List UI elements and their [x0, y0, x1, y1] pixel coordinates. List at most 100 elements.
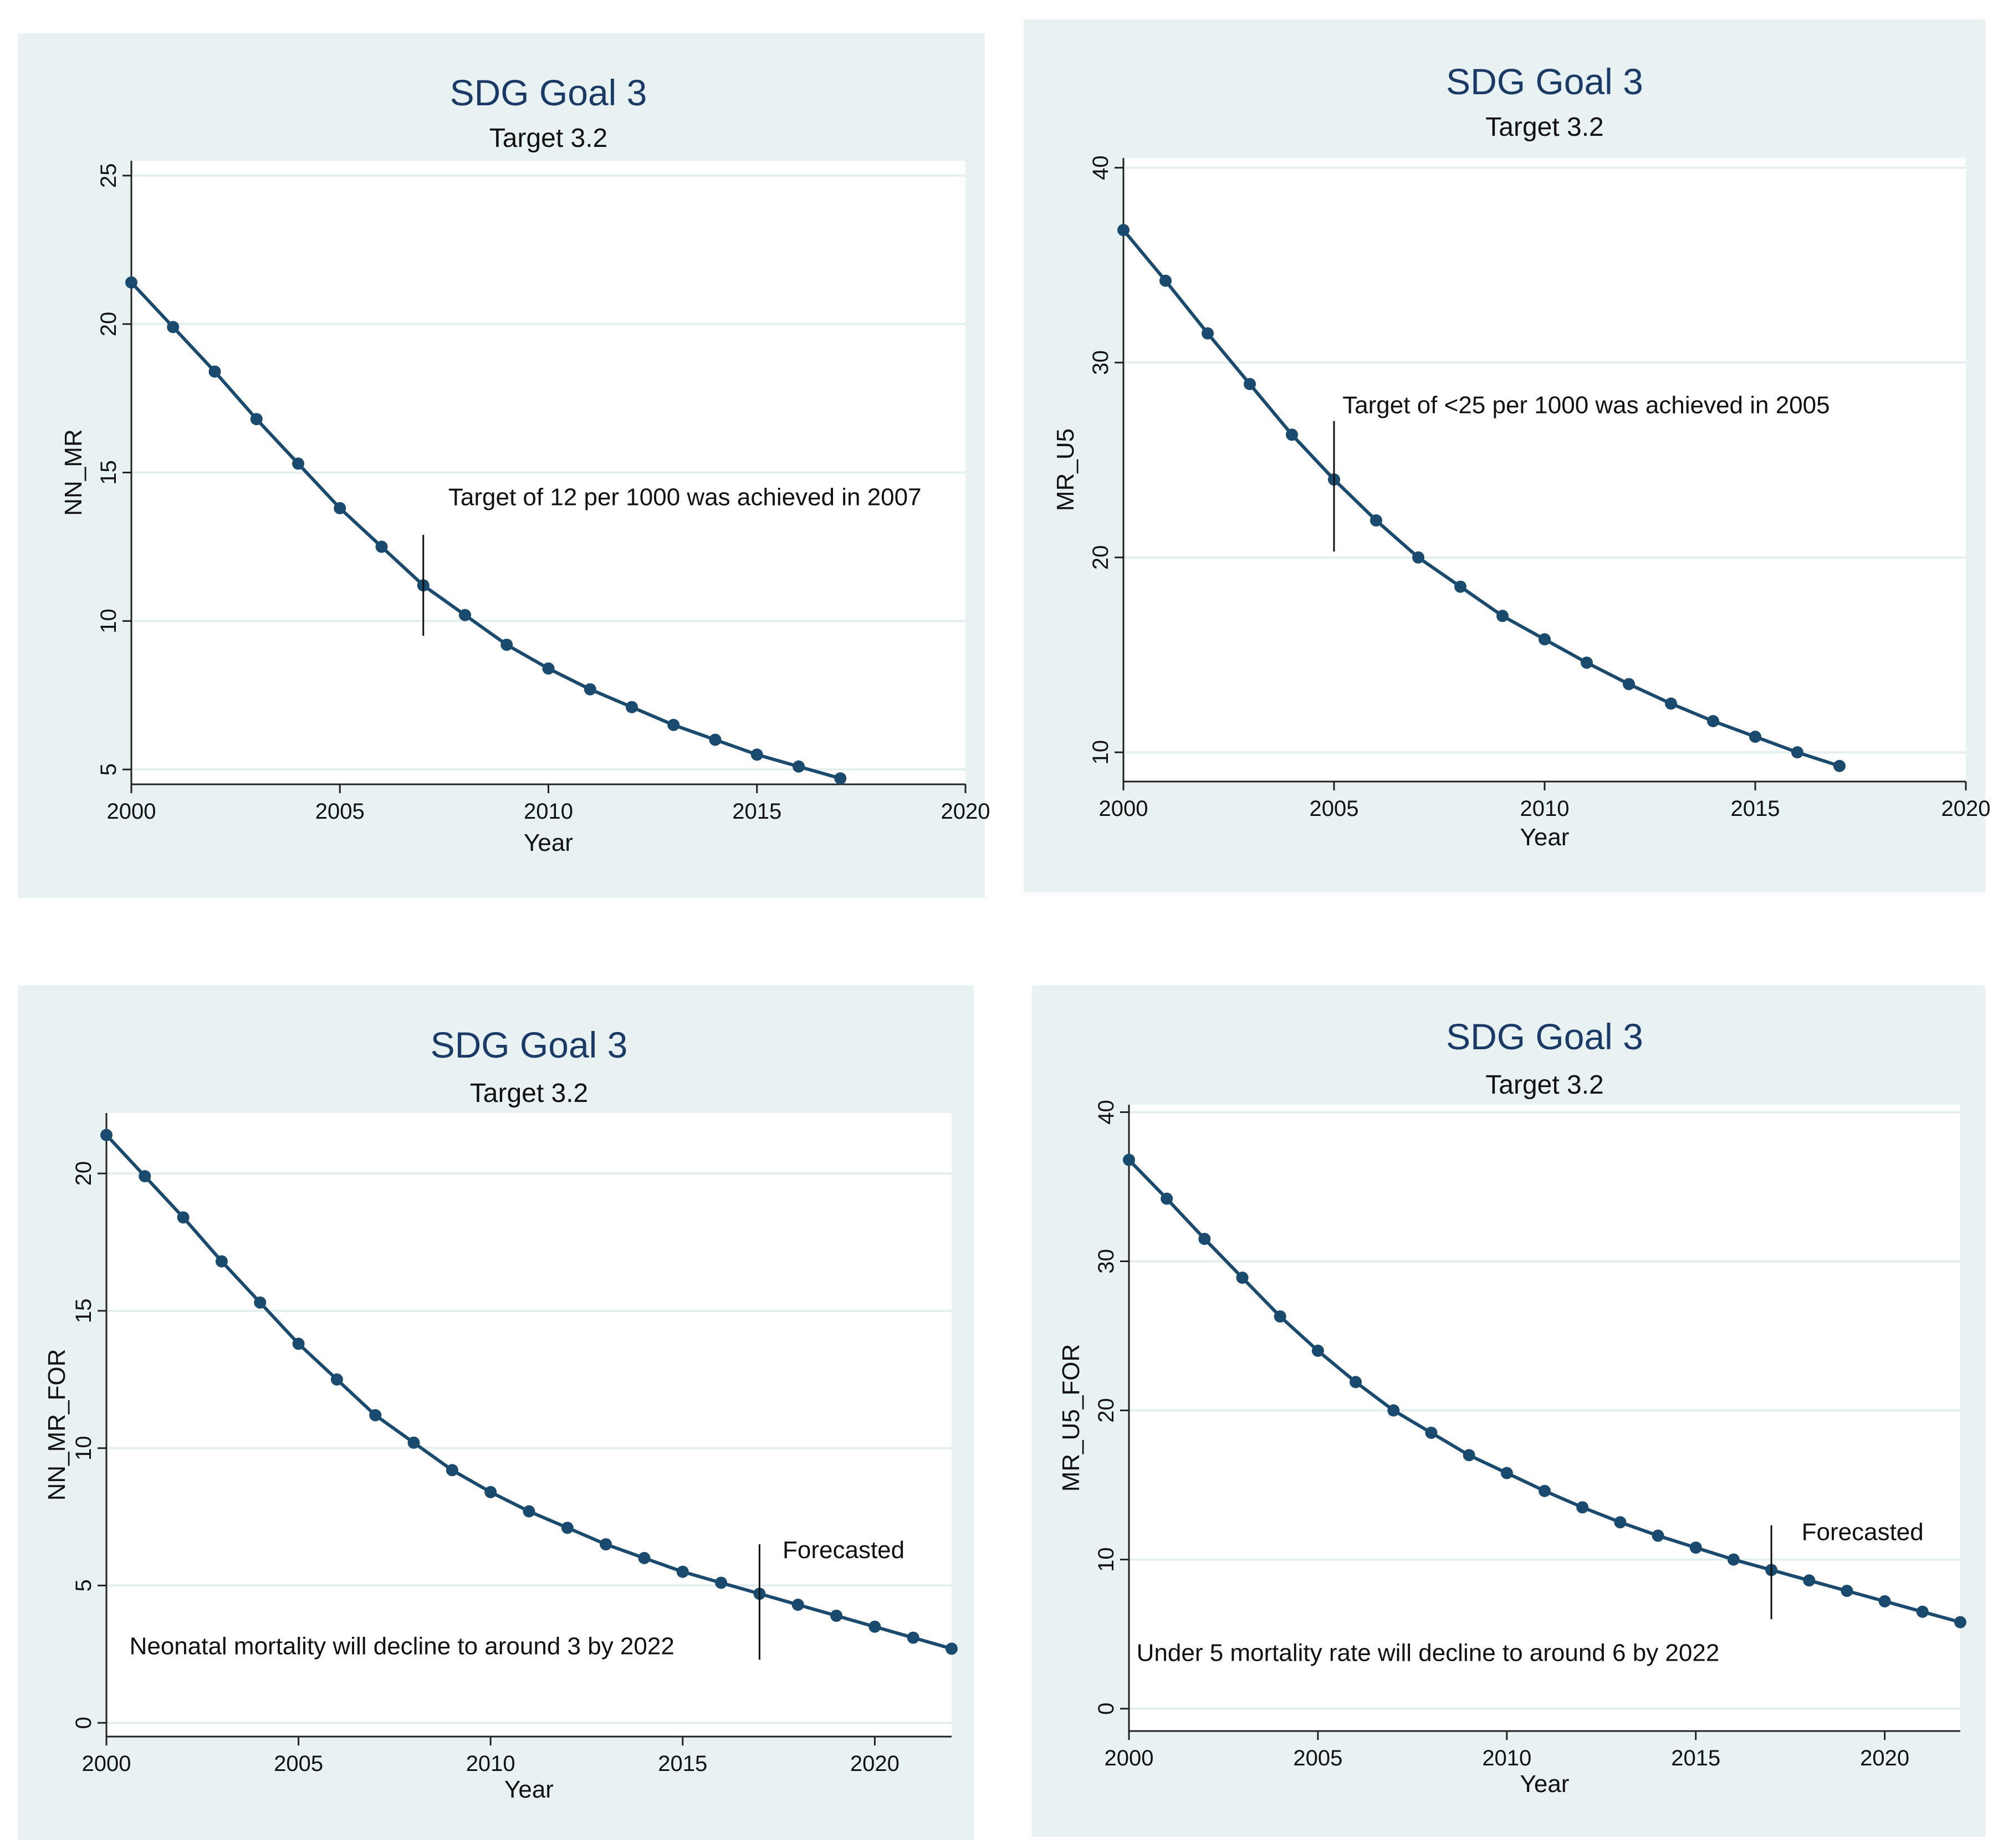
plot-area — [1123, 158, 1966, 782]
y-tick-label: 10 — [96, 609, 121, 634]
data-point — [1833, 759, 1846, 772]
chart-neonatal-mortality-forecast: SDG Goal 3 Target 3.2 0 5 10 15 20 2000 2005 2010… — [43, 1024, 958, 1803]
data-point — [1123, 1153, 1135, 1166]
data-point — [177, 1211, 190, 1224]
x-tick-label: 2000 — [1105, 1746, 1154, 1770]
data-point — [946, 1642, 958, 1655]
annotation-text: Under 5 mortality rate will decline to a… — [1137, 1640, 1720, 1667]
data-point — [1198, 1233, 1211, 1245]
data-point — [1689, 1541, 1702, 1554]
data-point — [626, 701, 638, 713]
chart-subtitle: Target 3.2 — [1485, 113, 1603, 142]
data-point — [1623, 678, 1635, 691]
data-point — [1161, 1192, 1173, 1205]
chart-panel-neonatal-mortality-forecast: SDG Goal 3 Target 3.2 0 5 10 15 20 2000 2005 2010… — [18, 986, 974, 1840]
plot-area — [1129, 1105, 1960, 1731]
data-point — [215, 1255, 228, 1268]
chart-under5-mortality: SDG Goal 3 Target 3.2 10 20 30 40 2000 2005 2010… — [1052, 61, 1990, 851]
x-tick-label: 2005 — [1310, 797, 1359, 821]
data-point — [709, 733, 722, 746]
data-point — [1727, 1553, 1740, 1566]
data-point — [793, 760, 805, 773]
data-point — [1539, 1484, 1551, 1497]
y-tick-label: 10 — [1094, 1547, 1118, 1572]
y-axis-label: MR_U5_FOR — [1057, 1344, 1085, 1492]
data-point — [254, 1296, 267, 1309]
data-point — [1707, 715, 1719, 728]
data-point — [907, 1631, 919, 1644]
data-point — [1412, 551, 1424, 564]
data-point — [834, 772, 847, 785]
data-point — [139, 1170, 151, 1182]
data-point — [1274, 1310, 1286, 1323]
y-tick-label: 20 — [96, 312, 121, 336]
x-tick-label: 2000 — [1099, 797, 1148, 821]
data-point — [1500, 1467, 1513, 1479]
plot-area — [106, 1113, 952, 1737]
data-point — [369, 1409, 382, 1422]
data-point — [334, 502, 346, 514]
data-point — [1803, 1574, 1816, 1587]
data-point — [1496, 610, 1509, 622]
chart-neonatal-mortality: SDG Goal 3 Target 3.2 5 10 15 20 25 2000 2005 201… — [60, 72, 990, 856]
data-point — [292, 457, 304, 470]
data-point — [584, 683, 596, 696]
data-point — [407, 1436, 420, 1449]
chart-subtitle: Target 3.2 — [1485, 1070, 1603, 1100]
y-tick-label: 5 — [96, 763, 121, 775]
data-point — [750, 748, 763, 761]
chart-title: SDG Goal 3 — [450, 72, 647, 113]
data-point — [1425, 1426, 1438, 1439]
data-point — [1463, 1449, 1475, 1462]
y-tick-label: 0 — [1094, 1703, 1118, 1715]
data-point — [459, 609, 471, 621]
x-tick-label: 2010 — [524, 799, 573, 824]
data-point — [100, 1129, 113, 1141]
chart-subtitle: Target 3.2 — [489, 124, 607, 153]
y-axis-label: MR_U5 — [1052, 428, 1079, 511]
data-point — [1387, 1404, 1400, 1417]
x-tick-label: 2005 — [1293, 1746, 1342, 1770]
chart-under5-mortality-forecast: SDG Goal 3 Target 3.2 0 10 20 30 40 2000 2005 201… — [1057, 1016, 1966, 1798]
data-point — [125, 276, 137, 289]
chart-title: SDG Goal 3 — [1446, 61, 1643, 102]
data-point — [1159, 274, 1172, 287]
x-axis-label: Year — [504, 1776, 554, 1803]
y-tick-label: 5 — [71, 1579, 96, 1591]
y-tick-label: 30 — [1094, 1249, 1118, 1274]
data-point — [1841, 1585, 1853, 1597]
data-point — [638, 1551, 651, 1564]
data-point — [600, 1538, 612, 1551]
data-point — [1311, 1344, 1324, 1357]
x-tick-label: 2010 — [1520, 797, 1570, 821]
annotation-text: Forecasted — [783, 1536, 904, 1564]
annotation-text: Target of <25 per 1000 was achieved in 2… — [1342, 392, 1830, 419]
data-point — [250, 413, 263, 426]
data-point — [1576, 1501, 1589, 1514]
y-tick-label: 15 — [71, 1299, 96, 1324]
data-point — [676, 1565, 689, 1578]
x-tick-label: 2020 — [1941, 797, 1991, 821]
data-point — [1286, 428, 1298, 441]
data-point — [1202, 327, 1214, 340]
data-point — [1954, 1616, 1966, 1629]
x-tick-label: 2005 — [274, 1752, 323, 1776]
data-point — [292, 1337, 305, 1350]
y-tick-label: 20 — [1094, 1398, 1118, 1423]
series-line — [1122, 229, 1840, 768]
data-point — [484, 1485, 497, 1498]
data-point — [330, 1373, 343, 1386]
chart-title: SDG Goal 3 — [1446, 1016, 1643, 1057]
y-tick-label: 10 — [1089, 740, 1113, 765]
data-point — [1581, 656, 1593, 669]
x-tick-label: 2010 — [1482, 1746, 1531, 1770]
data-point — [523, 1505, 535, 1518]
chart-panel-under5-mortality: SDG Goal 3 Target 3.2 10 20 30 40 2000 2005 2010… — [1024, 19, 1990, 892]
y-tick-label: 20 — [1089, 545, 1113, 570]
chart-panel-under5-mortality-forecast: SDG Goal 3 Target 3.2 0 10 20 30 40 2000 2005 201… — [1032, 986, 1985, 1837]
data-point — [667, 718, 680, 731]
data-point — [1614, 1516, 1627, 1529]
annotation-text: Neonatal mortality will decline to aroun… — [130, 1632, 674, 1660]
y-tick-label: 30 — [1089, 350, 1113, 375]
data-point — [1539, 633, 1551, 646]
